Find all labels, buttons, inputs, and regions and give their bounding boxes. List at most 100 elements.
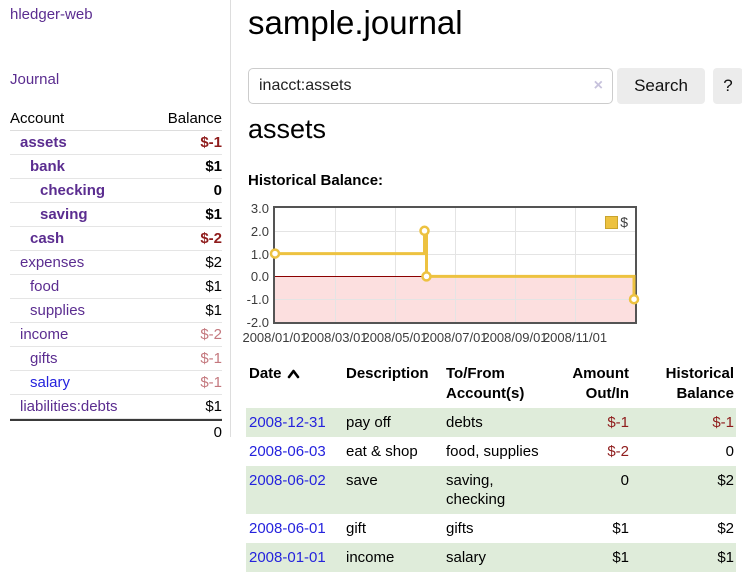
transaction-date-cell: 2008-06-01 (246, 514, 343, 543)
transaction-accounts-cell: food, supplies (446, 443, 539, 460)
transaction-amount-cell: $1 (612, 520, 629, 537)
transaction-accounts-cell: saving, checking (446, 472, 506, 508)
column-header-accounts: To/From Account(s) (446, 365, 525, 402)
y-axis-tick-label: 1.0 (250, 246, 269, 262)
account-link-liabilities-debts[interactable]: liabilities:debts (20, 398, 118, 415)
search-form: × Search ? (248, 68, 742, 104)
transaction-description-cell: eat & shop (346, 443, 418, 460)
transaction-date-link[interactable]: 2008-06-03 (249, 443, 326, 460)
account-link-checking[interactable]: checking (40, 182, 106, 199)
help-button[interactable]: ? (713, 68, 742, 104)
account-link-food[interactable]: food (30, 278, 60, 295)
account-balance: $-2 (200, 230, 222, 247)
account-heading: assets (248, 114, 327, 144)
data-point-marker (628, 293, 640, 305)
search-input[interactable] (248, 68, 613, 104)
transaction-accounts-cell: salary (446, 549, 487, 566)
column-header-amount: Amount Out/In (572, 365, 629, 402)
account-balance: $1 (205, 158, 222, 175)
account-row: checking 0 (10, 179, 222, 203)
column-header-description: Description (346, 365, 429, 382)
balance-chart: 3.0 2.0 1.0 0.0 -1.0 -2.0 2008/01/01 2008/03/01… (242, 201, 640, 345)
data-point-marker (419, 225, 430, 237)
sidebar: hledger-web Journal Account Balance asse… (0, 0, 230, 582)
transaction-row: 2008-06-03 eat & shop food, supplies $-2 0 (246, 437, 736, 466)
grid-line (515, 208, 516, 322)
legend-label: $ (620, 214, 628, 230)
grid-line (455, 208, 456, 322)
transaction-row: 2008-12-31 pay off debts $-1 $-1 (246, 408, 736, 437)
account-balance: $-1 (200, 350, 222, 367)
account-link-bank[interactable]: bank (30, 158, 66, 175)
account-row: food $1 (10, 275, 222, 299)
legend-swatch (605, 215, 619, 229)
account-link-income[interactable]: income (20, 326, 69, 343)
account-balance: $2 (205, 254, 222, 271)
chart-legend: $ (605, 214, 628, 230)
account-column-header: Account (10, 110, 65, 127)
x-axis-tick-label: 2008/05/01 (362, 330, 428, 345)
column-header-balance: Historical Balance (665, 365, 734, 402)
search-button[interactable]: Search (617, 68, 705, 104)
y-axis-tick-label: 0.0 (250, 269, 269, 285)
account-link-expenses[interactable]: expenses (20, 254, 85, 271)
account-tree: Account Balance assets $-1 bank $1 checking 0… (10, 107, 222, 444)
account-row: cash $-2 (10, 227, 222, 251)
grid-line (275, 230, 635, 232)
account-link-salary[interactable]: salary (30, 374, 71, 391)
account-balance: $-1 (200, 134, 222, 151)
x-axis-tick-label: 2008/09/01 (482, 330, 548, 345)
clear-search-icon[interactable]: × (593, 77, 603, 94)
transaction-amount-cell: $1 (612, 549, 629, 566)
transaction-date-link[interactable]: 2008-12-31 (249, 414, 326, 431)
account-row: liabilities:debts $1 (10, 395, 222, 419)
balance-column-header: Balance (167, 110, 222, 127)
transaction-row: 2008-06-02 save saving, checking 0 $2 (246, 466, 736, 514)
transaction-date-link[interactable]: 2008-06-02 (249, 472, 326, 489)
transaction-row: 2008-01-01 income salary $1 $1 (246, 543, 736, 572)
transaction-date-link[interactable]: 2008-06-01 (249, 520, 326, 537)
column-header-date[interactable]: Date (246, 360, 343, 408)
grid-line (335, 208, 336, 322)
account-link-cash[interactable]: cash (30, 230, 65, 247)
account-balance: $1 (205, 278, 222, 295)
chart-title: Historical Balance: (248, 172, 384, 189)
account-balance: $1 (205, 302, 222, 319)
sidebar-item-journal[interactable]: Journal (10, 71, 60, 88)
account-balance: $-2 (200, 326, 222, 343)
data-point-marker (269, 248, 281, 259)
total-balance: 0 (213, 424, 222, 441)
account-row: bank $1 (10, 155, 222, 179)
transaction-balance-cell: $1 (717, 549, 734, 566)
app-brand-link[interactable]: hledger-web (10, 6, 93, 23)
transaction-amount-cell: $-2 (607, 443, 629, 460)
register-header-row: Date Description To/From Account(s) Amou… (246, 360, 736, 408)
transaction-amount-cell: $-1 (607, 414, 629, 431)
x-axis-tick-label: 2008/11/01 (542, 330, 608, 345)
account-balance: 0 (213, 182, 222, 199)
account-link-gifts[interactable]: gifts (30, 350, 58, 367)
y-axis-tick-label: -1.0 (246, 292, 269, 308)
account-link-supplies[interactable]: supplies (30, 302, 86, 319)
account-row: saving $1 (10, 203, 222, 227)
transaction-description-cell: pay off (346, 414, 391, 431)
account-row: income $-2 (10, 323, 222, 347)
y-axis-tick-label: 3.0 (250, 201, 269, 216)
grid-line (275, 299, 635, 301)
x-axis-tick-label: 2008/03/01 (302, 330, 368, 345)
transaction-date-cell: 2008-12-31 (246, 408, 343, 437)
account-balance: $1 (205, 206, 222, 223)
main-content: sample.journal × Search ? assets Histori… (242, 0, 742, 582)
account-row: salary $-1 (10, 371, 222, 395)
transaction-description-cell: gift (346, 520, 367, 537)
account-row: assets $-1 (10, 131, 222, 155)
page-title: sample.journal (248, 4, 463, 41)
account-link-assets[interactable]: assets (20, 134, 67, 151)
transaction-date-link[interactable]: 2008-01-01 (249, 549, 326, 566)
account-link-saving[interactable]: saving (40, 206, 88, 223)
grid-line (575, 208, 576, 322)
transaction-balance-cell: $-1 (712, 414, 734, 431)
transaction-date-cell: 2008-01-01 (246, 543, 343, 572)
transaction-balance-cell: $2 (717, 472, 734, 489)
data-point-marker (421, 271, 432, 282)
